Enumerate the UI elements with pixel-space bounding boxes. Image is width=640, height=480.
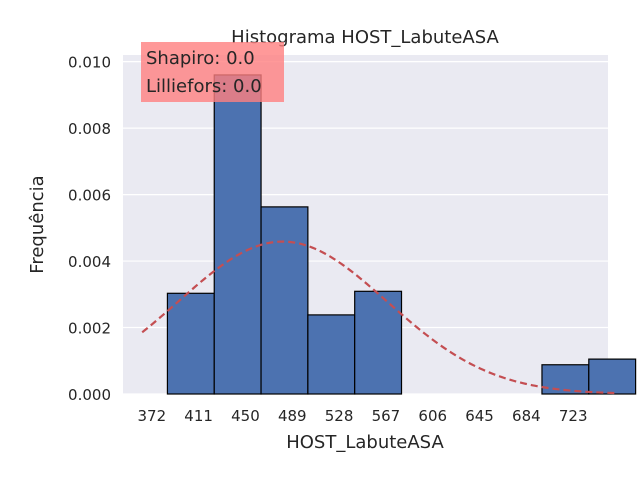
x-tick-label: 723 bbox=[559, 407, 588, 425]
y-tick-labels: 0.000 0.002 0.004 0.006 0.008 0.010 bbox=[68, 54, 111, 404]
x-tick-label: 684 bbox=[512, 407, 541, 425]
histogram-bar bbox=[588, 358, 637, 395]
histogram-bars bbox=[166, 74, 637, 395]
y-tick-label: 0.006 bbox=[68, 187, 111, 205]
annotation-lilliefors: Lilliefors: 0.0 bbox=[146, 76, 262, 97]
chart-title: Histograma HOST_LabuteASA bbox=[231, 27, 499, 48]
x-tick-label: 606 bbox=[418, 407, 447, 425]
x-tick-label: 567 bbox=[372, 407, 401, 425]
y-tick-label: 0.002 bbox=[68, 320, 111, 338]
y-axis-label: Frequência bbox=[27, 175, 48, 273]
y-tick-label: 0.004 bbox=[68, 253, 111, 271]
histogram-bar bbox=[213, 74, 262, 395]
annotation-shapiro: Shapiro: 0.0 bbox=[146, 48, 255, 69]
normal-fit-curve bbox=[141, 240, 616, 395]
x-tick-label: 489 bbox=[278, 407, 307, 425]
x-tick-label: 411 bbox=[184, 407, 213, 425]
annotation-box bbox=[141, 42, 284, 102]
y-tick-label: 0.010 bbox=[68, 54, 111, 72]
y-tick-label: 0.000 bbox=[68, 386, 111, 404]
x-tick-label: 450 bbox=[231, 407, 260, 425]
x-tick-label: 528 bbox=[325, 407, 354, 425]
histogram-bar bbox=[260, 206, 309, 395]
normality-test-annotation: Shapiro: 0.0 Lilliefors: 0.0 bbox=[141, 42, 284, 102]
x-axis-label: HOST_LabuteASA bbox=[286, 432, 444, 453]
histogram-bar bbox=[307, 314, 356, 395]
histogram-bar bbox=[166, 292, 215, 395]
x-tick-label: 372 bbox=[137, 407, 166, 425]
y-tick-label: 0.008 bbox=[68, 120, 111, 138]
x-tick-label: 645 bbox=[465, 407, 494, 425]
x-tick-labels: 372 411 450 489 528 567 606 645 684 723 bbox=[137, 407, 587, 425]
